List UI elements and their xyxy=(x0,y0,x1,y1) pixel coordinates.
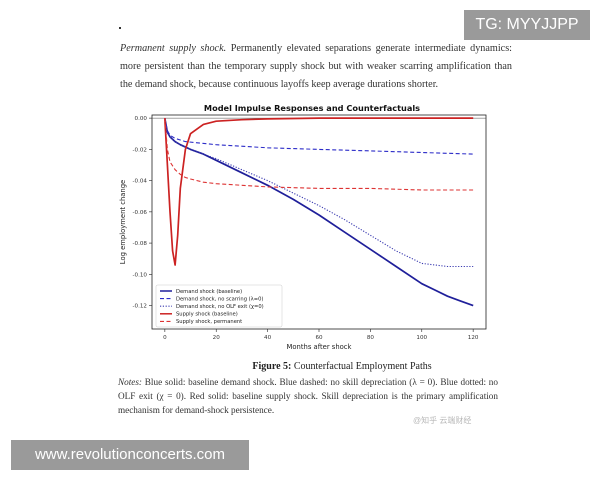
x-tick-label: 120 xyxy=(468,335,479,341)
watermark-badge-top: TG: MYYJJPP xyxy=(464,10,590,40)
legend-entry: Supply shock (baseline) xyxy=(176,312,238,318)
plot-area: 0 20 40 60 80 100 120 0.00 -0.02 -0.04 -0.06 -0.08 -… xyxy=(119,114,487,351)
notes-body: Blue solid: baseline demand shock. Blue … xyxy=(118,377,498,415)
x-tick-label: 20 xyxy=(213,335,221,341)
y-tick-label: 0.00 xyxy=(135,116,148,122)
y-tick-label: -0.02 xyxy=(133,147,147,153)
intro-body: Permanently elevated separations generat… xyxy=(120,43,512,90)
y-tick-label: -0.10 xyxy=(133,272,148,278)
chart-title: Model Impulse Responses and Counterfactu… xyxy=(204,103,420,113)
x-tick-label: 80 xyxy=(367,335,375,341)
series-line xyxy=(163,117,474,307)
y-tick-label: -0.04 xyxy=(133,179,148,185)
legend-entry: Demand shock, no OLF exit (χ=0) xyxy=(176,304,264,310)
watermark-banner-bottom: www.revolutionconcerts.com xyxy=(11,440,249,470)
x-tick-label: 60 xyxy=(315,335,323,341)
figure-notes: Notes: Blue solid: baseline demand shock… xyxy=(118,375,498,417)
source-watermark: @知乎 云端财经 xyxy=(413,416,472,425)
impulse-response-chart: Model Impulse Responses and Counterfactu… xyxy=(119,103,487,351)
x-tick-label: 40 xyxy=(264,335,272,341)
series-line xyxy=(163,117,474,266)
series-line xyxy=(164,117,474,155)
legend-entry: Demand shock, no scarring (λ=0) xyxy=(176,296,263,302)
y-tick-label: -0.06 xyxy=(133,210,148,216)
intro-lead: Permanent supply shock. xyxy=(120,43,227,54)
stray-mark xyxy=(119,27,121,29)
figure-label: Figure 5: xyxy=(252,361,292,372)
x-axis-label: Months after shock xyxy=(287,343,352,351)
y-tick-label: -0.12 xyxy=(133,304,147,310)
legend-box xyxy=(155,284,283,328)
figure-caption-text: Counterfactual Employment Paths xyxy=(291,361,432,372)
legend-entry: Demand shock (baseline) xyxy=(176,289,242,295)
x-tick-label: 100 xyxy=(416,335,427,341)
y-tick-label: -0.08 xyxy=(133,241,148,247)
legend-entry: Supply shock, permanent xyxy=(176,319,242,325)
intro-paragraph: Permanent supply shock. Permanently elev… xyxy=(120,40,512,94)
x-tick-label: 0 xyxy=(163,335,167,341)
series-line xyxy=(164,118,474,268)
notes-label: Notes: xyxy=(118,377,142,387)
figure-caption: Figure 5: Counterfactual Employment Path… xyxy=(212,361,472,372)
series-line xyxy=(164,118,474,191)
y-axis-label: Log employment change xyxy=(119,180,127,264)
